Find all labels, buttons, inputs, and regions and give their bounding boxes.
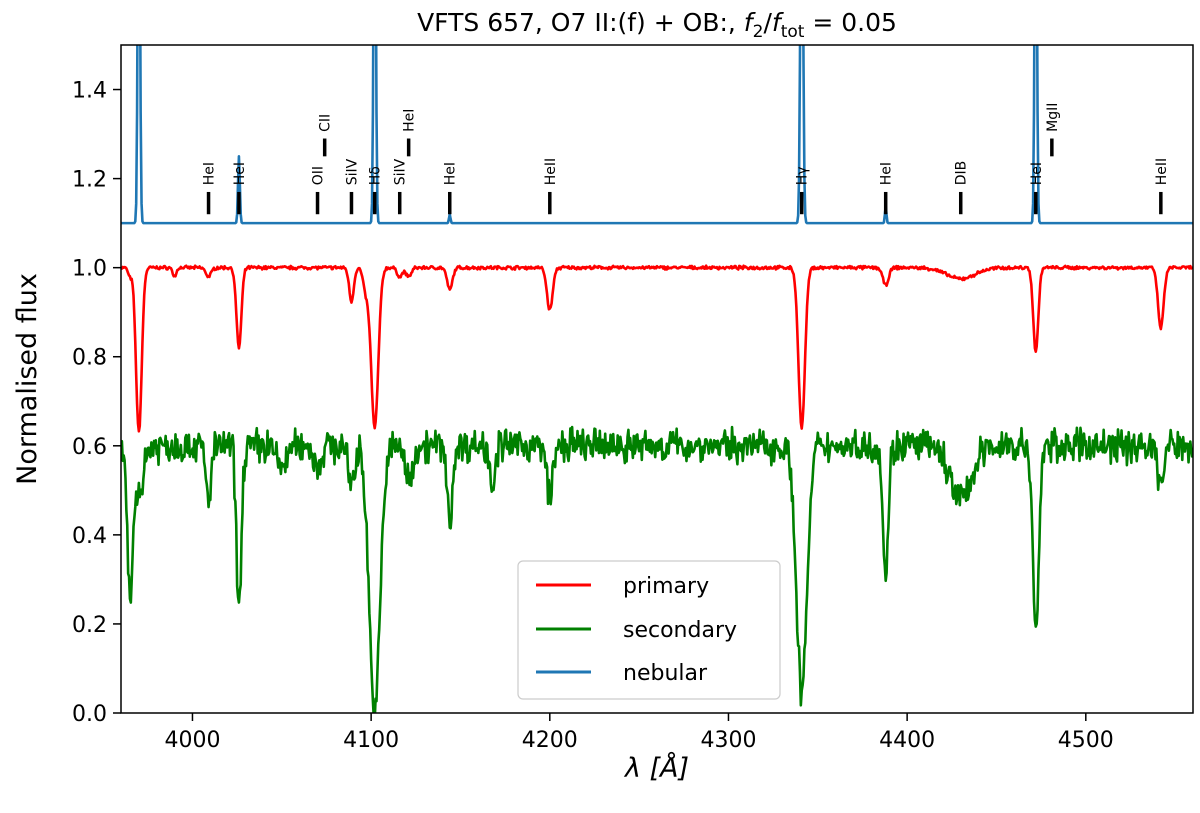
marker-label-5: Hδ	[368, 166, 384, 185]
title-subscript-2: 2	[753, 22, 764, 42]
y-tick-label-1.2: 1.2	[72, 168, 107, 193]
chart-title: VFTS 657, O7 II:(f) + OB:, f2/ftot = 0.0…	[417, 8, 897, 42]
title-subscript-tot: tot	[781, 22, 805, 42]
marker-label-14: MgII	[1045, 103, 1061, 132]
series-nebular	[121, 45, 1193, 225]
y-axis-ticks: 0.0 0.2 0.4 0.6 0.8 1.0 1.2 1.4	[72, 79, 121, 727]
line-marker-layer: HeI HeI OII CII SiIV Hδ SiIV HeI HeI HeII Hγ HeI DIB…	[202, 103, 1170, 215]
marker-label-9: HeII	[543, 158, 559, 185]
series-primary	[121, 264, 1193, 433]
legend-label-secondary: secondary	[623, 618, 737, 643]
y-tick-label-0.4: 0.4	[72, 524, 107, 549]
legend-label-primary: primary	[623, 574, 709, 599]
y-tick-label-0.0: 0.0	[72, 702, 107, 727]
y-tick-label-0.6: 0.6	[72, 435, 107, 460]
plot-frame	[120, 44, 1194, 714]
legend-box	[517, 560, 781, 700]
y-tick-label-0.2: 0.2	[72, 613, 107, 638]
marker-label-12: DIB	[954, 161, 970, 186]
series-secondary	[121, 425, 1193, 713]
y-tick-label-1.4: 1.4	[72, 79, 107, 104]
title-slash: /	[763, 8, 772, 37]
marker-label-8: HeI	[443, 162, 459, 185]
legend: primary secondary nebular	[517, 560, 781, 700]
x-tick-label-4500: 4500	[1058, 728, 1114, 753]
marker-label-7: HeI	[402, 109, 418, 132]
legend-label-nebular: nebular	[623, 661, 708, 686]
x-tick-label-4300: 4300	[700, 728, 756, 753]
y-axis-label: Normalised flux	[12, 273, 43, 485]
marker-label-4: SiIV	[344, 158, 360, 185]
x-axis-label: λ [Å]	[623, 752, 689, 784]
y-tick-label-1.0: 1.0	[72, 257, 107, 282]
x-tick-label-4400: 4400	[879, 728, 935, 753]
title-suffix: = 0.05	[804, 8, 897, 37]
marker-label-10: Hγ	[795, 166, 811, 185]
marker-label-15: HeII	[1154, 158, 1170, 185]
marker-label-2: OII	[311, 166, 327, 185]
marker-label-13: HeI	[1029, 162, 1045, 185]
marker-label-1: HeI	[232, 162, 248, 185]
y-tick-label-0.8: 0.8	[72, 346, 107, 371]
x-tick-label-4200: 4200	[522, 728, 578, 753]
marker-label-3: CII	[318, 114, 334, 132]
x-axis-lambda: λ	[623, 753, 641, 784]
title-prefix: VFTS 657, O7 II:(f) + OB:,	[417, 8, 744, 37]
x-axis-unit: [Å]	[641, 752, 689, 784]
marker-label-11: HeI	[879, 162, 895, 185]
marker-label-6: SiIV	[393, 158, 409, 185]
x-tick-label-4000: 4000	[164, 728, 220, 753]
x-axis-ticks: 4000 4100 4200 4300 4400 4500	[164, 713, 1114, 753]
series-layer	[121, 45, 1193, 713]
marker-label-0: HeI	[202, 162, 218, 185]
x-tick-label-4100: 4100	[343, 728, 399, 753]
